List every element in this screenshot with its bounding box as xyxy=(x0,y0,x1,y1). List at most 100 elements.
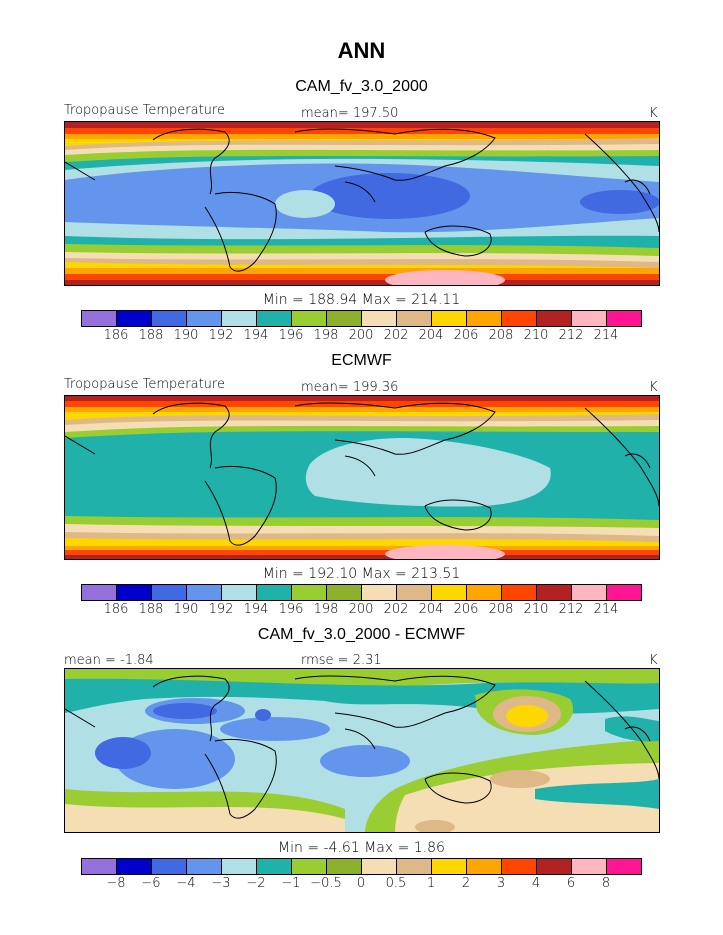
colorbar-cell xyxy=(327,311,362,326)
colorbar-cell xyxy=(607,311,641,326)
colorbar-cell xyxy=(572,585,607,600)
panel2-title: ECMWF xyxy=(331,352,392,369)
colorbar-tick: −3 xyxy=(211,876,231,891)
colorbar-cell xyxy=(187,859,222,874)
colorbar-tick: 190 xyxy=(173,602,199,617)
colorbar-tick: −4 xyxy=(176,876,196,891)
colorbar-tick: −1 xyxy=(281,876,301,891)
colorbar-cell xyxy=(572,859,607,874)
colorbar-tick: 212 xyxy=(558,328,584,343)
colorbar-cell xyxy=(502,859,537,874)
colorbar-tick: 204 xyxy=(418,328,444,343)
colorbar-tick: 214 xyxy=(593,602,619,617)
colorbar-cell xyxy=(432,859,467,874)
panel3-title: CAM_fv_3.0_2000 - ECMWF xyxy=(257,626,466,643)
colorbar-tick: 200 xyxy=(348,328,374,343)
colorbar-cell xyxy=(187,311,222,326)
colorbar-cell xyxy=(82,585,117,600)
colorbar-tick: 194 xyxy=(243,602,269,617)
panel2-colorbar-ticks: 186 188 190 192 194 196 198 200 202 204 … xyxy=(81,602,642,618)
panel3-colorbar-ticks: −8 −6 −4 −3 −2 −1 −0.5 0 0.5 1 2 3 4 6 8 xyxy=(81,876,642,892)
colorbar-cell xyxy=(327,585,362,600)
colorbar-tick: 6 xyxy=(566,876,576,891)
colorbar-cell xyxy=(82,859,117,874)
colorbar-tick: 192 xyxy=(208,328,234,343)
panel2-units-label: K xyxy=(649,380,658,395)
colorbar-cell xyxy=(292,311,327,326)
panel1-field-label: Tropopause Temperature xyxy=(64,103,225,118)
colorbar-tick: 188 xyxy=(138,328,164,343)
colorbar-cell xyxy=(607,859,641,874)
panel2-map xyxy=(64,395,660,560)
colorbar-tick: 0 xyxy=(356,876,366,891)
figure-title: ANN xyxy=(337,38,386,63)
colorbar-cell xyxy=(467,585,502,600)
colorbar-tick: 204 xyxy=(418,602,444,617)
colorbar-tick: 208 xyxy=(488,602,514,617)
colorbar-cell xyxy=(432,311,467,326)
panel1-units-label: K xyxy=(649,106,658,121)
colorbar-cell xyxy=(362,585,397,600)
colorbar-cell xyxy=(152,859,187,874)
panel1-colorbar xyxy=(81,310,642,327)
panel2-field-label: Tropopause Temperature xyxy=(64,377,225,392)
colorbar-cell xyxy=(397,585,432,600)
colorbar-cell xyxy=(327,859,362,874)
colorbar-cell xyxy=(117,585,152,600)
colorbar-cell xyxy=(257,859,292,874)
colorbar-tick: −2 xyxy=(246,876,266,891)
panel3-rmse-label: rmse = 2.31 xyxy=(301,653,382,668)
colorbar-cell xyxy=(152,311,187,326)
colorbar-tick: 214 xyxy=(593,328,619,343)
colorbar-cell xyxy=(222,585,257,600)
colorbar-tick: 190 xyxy=(173,328,199,343)
colorbar-cell xyxy=(502,311,537,326)
colorbar-cell xyxy=(537,859,572,874)
colorbar-tick: 206 xyxy=(453,602,479,617)
colorbar-cell xyxy=(397,859,432,874)
colorbar-tick: −0.5 xyxy=(310,876,342,891)
colorbar-tick: 1 xyxy=(426,876,436,891)
colorbar-tick: 198 xyxy=(313,602,339,617)
colorbar-tick: 8 xyxy=(601,876,611,891)
colorbar-cell xyxy=(117,311,152,326)
colorbar-tick: 206 xyxy=(453,328,479,343)
colorbar-tick: 0.5 xyxy=(385,876,407,891)
colorbar-cell xyxy=(82,311,117,326)
colorbar-tick: 2 xyxy=(461,876,471,891)
colorbar-cell xyxy=(502,585,537,600)
colorbar-cell xyxy=(397,311,432,326)
colorbar-cell xyxy=(117,859,152,874)
colorbar-tick: 186 xyxy=(103,328,129,343)
colorbar-cell xyxy=(572,311,607,326)
colorbar-cell xyxy=(222,859,257,874)
colorbar-cell xyxy=(467,859,502,874)
colorbar-tick: 196 xyxy=(278,328,304,343)
colorbar-tick: −6 xyxy=(141,876,161,891)
colorbar-tick: 200 xyxy=(348,602,374,617)
colorbar-cell xyxy=(257,311,292,326)
colorbar-tick: −8 xyxy=(106,876,126,891)
colorbar-cell xyxy=(257,585,292,600)
colorbar-cell xyxy=(607,585,641,600)
colorbar-tick: 210 xyxy=(523,602,549,617)
panel3-units-label: K xyxy=(649,653,658,668)
colorbar-tick: 198 xyxy=(313,328,339,343)
panel1-title: CAM_fv_3.0_2000 xyxy=(295,78,428,95)
panel1-colorbar-ticks: 186 188 190 192 194 196 198 200 202 204 … xyxy=(81,328,642,344)
panel2-mean-label: mean= 199.36 xyxy=(301,380,399,395)
colorbar-tick: 202 xyxy=(383,602,409,617)
panel3-minmax: Min = -4.61 Max = 1.86 xyxy=(278,840,445,856)
colorbar-tick: 202 xyxy=(383,328,409,343)
colorbar-tick: 196 xyxy=(278,602,304,617)
colorbar-tick: 212 xyxy=(558,602,584,617)
colorbar-cell xyxy=(292,859,327,874)
colorbar-tick: 192 xyxy=(208,602,234,617)
colorbar-cell xyxy=(537,585,572,600)
colorbar-cell xyxy=(362,859,397,874)
panel1-minmax: Min = 188.94 Max = 214.11 xyxy=(262,292,461,308)
panel2-colorbar xyxy=(81,584,642,601)
panel1-map xyxy=(64,121,660,286)
panel3-map xyxy=(64,668,660,833)
colorbar-tick: 194 xyxy=(243,328,269,343)
